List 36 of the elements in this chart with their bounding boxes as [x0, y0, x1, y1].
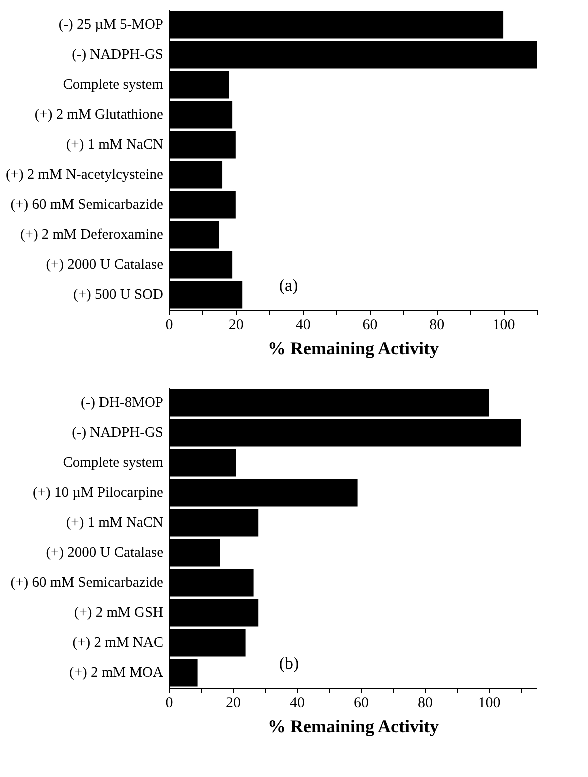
x-tick-label: 100: [478, 696, 501, 712]
y-tick-label: (-) 25 µM 5-MOP: [58, 17, 164, 33]
y-tick-label: (+) 2 mM NAC: [72, 635, 164, 651]
y-tick-label: (+) 2 mM Deferoxamine: [20, 227, 164, 243]
y-tick-label: (+) 1 mM NaCN: [66, 515, 164, 531]
y-tick-label: (+) 10 µM Pilocarpine: [33, 485, 164, 501]
x-tick-label: 80: [430, 318, 445, 334]
y-tick-label: (+) 2 mM GSH: [74, 605, 164, 621]
x-tick-label: 80: [418, 696, 433, 712]
x-tick-label: 0: [166, 696, 174, 712]
x-tick-label: 0: [166, 318, 174, 334]
x-tick-label: 60: [354, 696, 369, 712]
y-tick-label: (+) 60 mM Semicarbazide: [10, 197, 164, 213]
y-tick-label: (+) 500 U SOD: [74, 287, 164, 303]
y-tick-label: (+) 1 mM NaCN: [66, 137, 164, 153]
y-tick-label: (+) 2000 U Catalase: [46, 545, 164, 561]
x-tick-label: 40: [290, 696, 305, 712]
y-tick-label: (+) 2 mM N-acetylcysteine: [6, 167, 164, 183]
annotation: (a): [279, 276, 298, 295]
y-tick-label: (-) DH-8MOP: [80, 395, 164, 411]
x-tick-label: 20: [228, 318, 244, 334]
x-axis-title: % Remaining Activity: [268, 338, 439, 358]
x-axis-title: % Remaining Activity: [268, 716, 439, 736]
y-tick-label: Complete system: [63, 77, 164, 93]
y-tick-label: (+) 2 mM MOA: [70, 665, 164, 681]
y-tick-label: (+) 60 mM Semicarbazide: [10, 575, 164, 591]
x-tick-label: 40: [296, 318, 311, 334]
x-tick-label: 100: [492, 318, 516, 334]
y-tick-label: Complete system: [63, 455, 164, 471]
annotation: (b): [279, 654, 300, 673]
y-tick-label: (-) NADPH-GS: [72, 425, 164, 441]
x-tick-label: 20: [226, 696, 241, 712]
x-tick-label: 60: [362, 318, 378, 334]
y-tick-label: (-) NADPH-GS: [72, 47, 164, 63]
y-tick-label: (+) 2 mM Glutathione: [34, 107, 164, 123]
y-tick-label: (+) 2000 U Catalase: [46, 257, 164, 273]
